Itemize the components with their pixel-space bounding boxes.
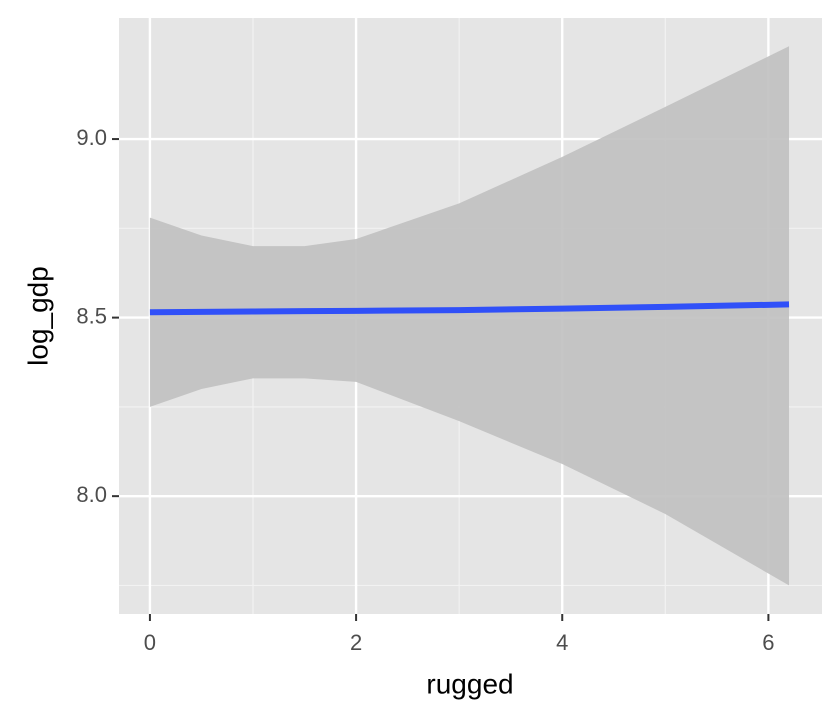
- y-tick-label: 9.0: [76, 125, 107, 150]
- x-tick-label: 4: [556, 630, 568, 655]
- confidence-band: [149, 46, 790, 586]
- y-tick-label: 8.0: [76, 482, 107, 507]
- x-tick-label: 2: [350, 630, 362, 655]
- y-axis-title: log_gdp: [22, 266, 53, 366]
- x-tick-label: 0: [144, 630, 156, 655]
- fit-line: [149, 301, 790, 316]
- y-tick-label: 8.5: [76, 303, 107, 328]
- x-tick-label: 6: [762, 630, 774, 655]
- x-axis-title: rugged: [426, 668, 513, 699]
